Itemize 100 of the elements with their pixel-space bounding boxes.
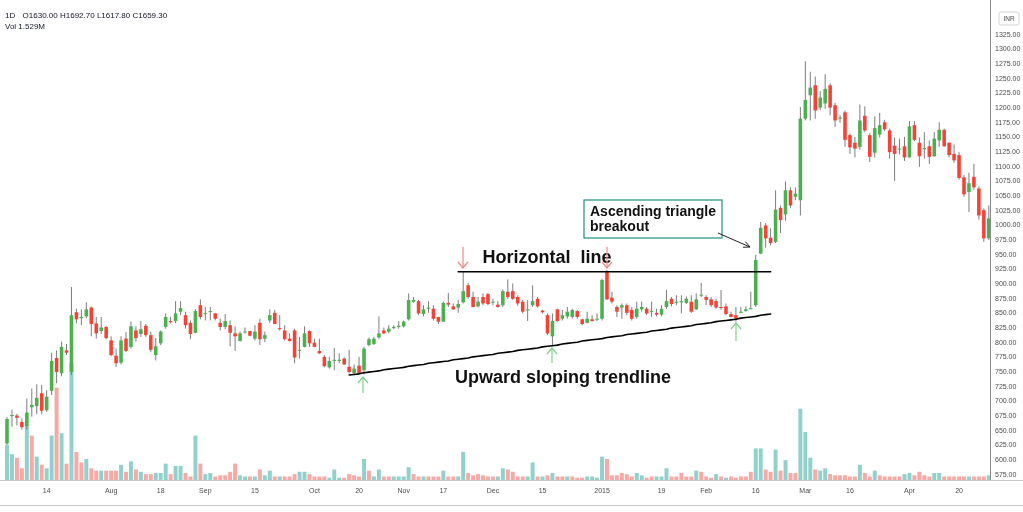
candlestick: [347, 349, 351, 374]
candlestick: [932, 131, 937, 158]
bar: [133, 469, 138, 480]
candlestick: [253, 324, 257, 341]
bar: [292, 474, 297, 480]
text: 1D: [5, 11, 16, 20]
bar: [857, 464, 862, 480]
candlestick: [243, 327, 247, 334]
candlestick: [20, 417, 24, 431]
bar: [168, 474, 173, 480]
candlestick: [362, 346, 366, 375]
chart-title: Vol 1.529M: [5, 22, 46, 31]
candlestick: [139, 320, 143, 338]
bar: [128, 461, 133, 480]
bar: [818, 470, 823, 480]
bar: [198, 463, 203, 480]
bar: [694, 470, 699, 480]
candlestick: [868, 132, 872, 163]
bar: [247, 476, 252, 480]
candlestick: [620, 302, 624, 320]
candlestick: [10, 409, 14, 428]
bar: [446, 476, 451, 480]
text: O1630.00 H1692.70 L1617.80 C1659.30: [22, 11, 168, 20]
bar: [163, 463, 168, 480]
bar: [203, 474, 208, 480]
bar: [540, 476, 545, 480]
bar: [639, 475, 644, 480]
bar: [386, 476, 391, 480]
bar: [669, 476, 674, 480]
candlestick: [119, 335, 123, 365]
candlestick: [233, 325, 237, 352]
bar: [778, 470, 783, 480]
bar: [530, 462, 535, 480]
candlestick: [382, 327, 386, 335]
bar: [773, 449, 778, 480]
annotation: Horizontal line: [482, 247, 612, 267]
bar: [748, 471, 753, 480]
bar: [565, 476, 570, 480]
bar: [119, 464, 124, 480]
bar: [238, 475, 243, 480]
bar: [84, 458, 89, 480]
bar: [148, 474, 153, 480]
bar: [307, 474, 312, 480]
bar: [99, 470, 104, 480]
bar: [178, 465, 183, 480]
bar: [421, 476, 426, 480]
bar: [629, 476, 634, 480]
bar: [535, 476, 540, 480]
bar: [466, 472, 471, 480]
bar: [362, 458, 366, 480]
bar: [813, 469, 818, 480]
annotation: Ascending triangle breakout: [590, 203, 717, 234]
bar: [366, 470, 371, 480]
candlestick: [129, 321, 133, 350]
bar: [570, 476, 575, 480]
bar: [193, 435, 198, 480]
bar: [897, 476, 902, 480]
candlestick: [134, 325, 138, 343]
candlestick: [109, 335, 113, 357]
bar: [500, 468, 505, 480]
bar: [828, 474, 833, 480]
bar: [252, 476, 257, 480]
bar: [124, 471, 128, 480]
bar: [520, 476, 525, 480]
bar: [550, 472, 555, 480]
candlestick: [34, 383, 39, 415]
bar: [699, 471, 704, 480]
bar: [376, 469, 381, 480]
bar: [966, 476, 971, 480]
bar: [585, 476, 590, 480]
bar: [768, 471, 773, 480]
bar: [986, 475, 990, 480]
bar: [34, 456, 39, 480]
annotation: Upward sloping trendline: [454, 367, 672, 387]
bar: [138, 471, 143, 480]
candlestick: [352, 363, 356, 375]
bar: [49, 435, 54, 480]
candlestick: [987, 205, 990, 241]
bar: [942, 476, 947, 480]
candlestick: [15, 413, 19, 426]
bar: [714, 474, 719, 480]
candlestick: [124, 331, 128, 353]
candlestick: [967, 172, 971, 213]
candlestick: [476, 296, 480, 309]
bar: [426, 476, 431, 480]
bar: [188, 476, 193, 480]
bar: [907, 472, 912, 480]
candlestick: [491, 298, 495, 306]
candlestick: [258, 318, 262, 346]
bar: [555, 476, 560, 480]
bar: [297, 471, 302, 480]
candlestick: [863, 105, 867, 133]
bar: [441, 470, 446, 480]
bar: [872, 470, 877, 480]
bar: [54, 387, 59, 480]
bar: [406, 467, 411, 480]
candlestick: [149, 331, 153, 353]
bar: [104, 470, 109, 480]
bar: [932, 472, 937, 480]
bar: [649, 476, 654, 480]
